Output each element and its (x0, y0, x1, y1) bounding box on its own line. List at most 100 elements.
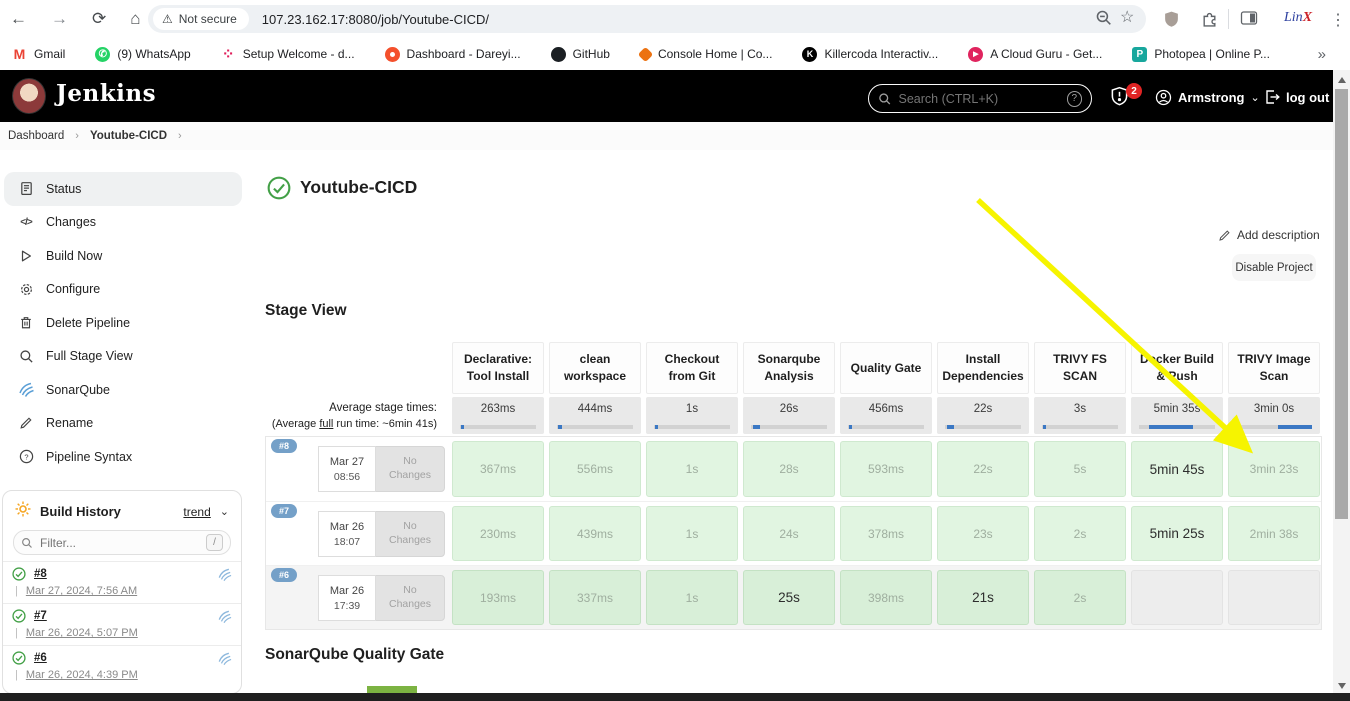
sonarqube-build-icon[interactable] (217, 652, 232, 671)
stage-cell[interactable]: 556ms (549, 441, 641, 497)
bookmark-star-icon[interactable]: ☆ (1120, 9, 1135, 26)
add-description-button[interactable]: Add description (1218, 228, 1320, 242)
stage-cell-empty (1228, 570, 1320, 625)
side-panel-icon[interactable] (1240, 10, 1258, 31)
build-link[interactable]: #7 (34, 610, 47, 622)
stage-cell[interactable]: 193ms (452, 570, 544, 625)
breadcrumb-job[interactable]: Youtube-CICD (89, 130, 168, 142)
build-date-link[interactable]: Mar 26, 2024, 5:07 PM (25, 627, 138, 639)
filter-input[interactable] (40, 535, 199, 550)
stage-cell[interactable]: 3min 23s (1228, 441, 1320, 497)
no-changes-box: No Changes (375, 575, 445, 621)
sidebar-item-changes[interactable]: </> Changes (4, 206, 242, 240)
build-link[interactable]: #8 (34, 568, 47, 580)
stage-cell[interactable]: 439ms (549, 506, 641, 561)
quality-gate-green-bar (367, 686, 417, 695)
search-help-icon[interactable]: ? (1066, 90, 1082, 107)
bookmark-dashboard[interactable]: Dashboard - Dareyi... (384, 46, 521, 62)
scrollbar-up-arrow[interactable] (1338, 77, 1346, 83)
stage-cell[interactable]: 21s (937, 570, 1029, 625)
scrollbar-thumb[interactable] (1335, 89, 1348, 519)
stage-cell[interactable]: 5min 45s (1131, 441, 1223, 497)
shield-extension-icon[interactable] (1163, 10, 1180, 33)
user-icon (1155, 89, 1172, 106)
build-filter[interactable]: / (13, 530, 231, 555)
build-date-link[interactable]: Mar 26, 2024, 4:39 PM (25, 669, 138, 681)
build-number-badge[interactable]: #8 (271, 439, 298, 453)
stage-cell[interactable]: 25s (743, 570, 835, 625)
bookmark-slack[interactable]: ⁘ Setup Welcome - d... (221, 46, 355, 63)
stage-cell[interactable]: 2s (1034, 506, 1126, 561)
back-icon[interactable]: ← (10, 9, 27, 28)
build-date-box[interactable]: Mar 27 08:56 (318, 446, 376, 492)
address-bar[interactable]: ⚠ Not secure 107.23.162.17:8080/job/Yout… (148, 5, 1146, 33)
build-number-badge[interactable]: #7 (271, 504, 298, 518)
stage-cell[interactable]: 2s (1034, 570, 1126, 625)
stage-cell[interactable]: 22s (937, 441, 1029, 497)
trend-link[interactable]: trend (183, 504, 211, 519)
reload-icon[interactable]: ⟳ (92, 9, 107, 28)
logout-icon (1266, 90, 1280, 104)
stage-cell[interactable]: 1s (646, 441, 738, 497)
jenkins-search[interactable]: ? (868, 84, 1092, 113)
stage-cell[interactable]: 23s (937, 506, 1029, 561)
build-date-box[interactable]: Mar 26 18:07 (318, 511, 376, 557)
disable-project-button[interactable]: Disable Project (1232, 254, 1316, 281)
sonarqube-quality-gate-heading: SonarQube Quality Gate (265, 646, 445, 663)
bookmark-photopea[interactable]: P Photopea | Online P... (1132, 46, 1270, 62)
bookmark-gmail[interactable]: M Gmail (13, 46, 66, 62)
breadcrumb-dashboard[interactable]: Dashboard (8, 130, 65, 142)
security-warnings-icon[interactable] (1110, 86, 1129, 111)
jenkins-logo[interactable] (12, 78, 46, 114)
bookmark-killercoda[interactable]: K Killercoda Interactiv... (802, 46, 938, 62)
warning-count-badge[interactable]: 2 (1126, 83, 1142, 99)
stage-cell[interactable]: 398ms (840, 570, 932, 625)
home-icon[interactable]: ⌂ (130, 9, 141, 28)
bookmark-acloudguru[interactable]: ▶ A Cloud Guru - Get... (968, 46, 1102, 62)
forward-icon[interactable]: → (51, 9, 68, 28)
stage-cell[interactable]: 5min 25s (1131, 506, 1223, 561)
stage-cell[interactable]: 2min 38s (1228, 506, 1320, 561)
sidebar-item-configure[interactable]: Configure (4, 273, 242, 307)
stage-cell[interactable]: 1s (646, 506, 738, 561)
sonarqube-icon (18, 382, 34, 398)
stage-cell[interactable]: 28s (743, 441, 835, 497)
stage-cell[interactable]: 5s (1034, 441, 1126, 497)
trend-chevron-icon[interactable]: ⌄ (219, 506, 229, 518)
sonarqube-build-icon[interactable] (217, 610, 232, 629)
extensions-puzzle-icon[interactable] (1201, 10, 1218, 32)
sidebar-item-sonarqube[interactable]: SonarQube (4, 373, 242, 407)
zoom-out-icon[interactable] (1095, 9, 1113, 32)
linux-logo[interactable]: LinX (1284, 10, 1313, 25)
bookmark-whatsapp[interactable]: ✆ (9) WhatsApp (95, 46, 191, 62)
search-input[interactable] (898, 91, 1060, 106)
scrollbar-down-arrow[interactable] (1338, 683, 1346, 689)
build-link[interactable]: #6 (34, 652, 47, 664)
sidebar-item-status[interactable]: Status (4, 172, 242, 206)
logout-button[interactable]: log out (1264, 89, 1329, 105)
build-number-badge[interactable]: #6 (271, 568, 298, 582)
stage-cell[interactable]: 24s (743, 506, 835, 561)
sidebar-item-full-stage-view[interactable]: Full Stage View (4, 340, 242, 374)
browser-menu-icon[interactable]: ⋮ (1330, 12, 1346, 29)
stage-cell[interactable]: 367ms (452, 441, 544, 497)
sidebar-item-delete-pipeline[interactable]: Delete Pipeline (4, 306, 242, 340)
sidebar-item-rename[interactable]: Rename (4, 407, 242, 441)
sonarqube-build-icon[interactable] (217, 568, 232, 587)
sidebar-item-build-now[interactable]: Build Now (4, 239, 242, 273)
stage-cell[interactable]: 1s (646, 570, 738, 625)
user-menu[interactable]: Armstrong ⌄ (1155, 89, 1260, 106)
bookmarks-overflow-icon[interactable]: » (1317, 45, 1326, 63)
jenkins-brand[interactable]: Jenkins (56, 80, 157, 107)
bookmark-github[interactable]: GitHub (550, 46, 610, 62)
stage-cell[interactable]: 593ms (840, 441, 932, 497)
stage-cell[interactable]: 337ms (549, 570, 641, 625)
sidebar-item-pipeline-syntax[interactable]: ? Pipeline Syntax (4, 440, 242, 474)
build-date-box[interactable]: Mar 26 17:39 (318, 575, 376, 621)
build-date-link[interactable]: Mar 27, 2024, 7:56 AM (25, 585, 138, 597)
stage-cell[interactable]: 230ms (452, 506, 544, 561)
stage-cell[interactable]: 378ms (840, 506, 932, 561)
stage-view-heading: Stage View (265, 302, 347, 319)
bookmark-aws-console[interactable]: Console Home | Co... (637, 46, 772, 62)
security-chip[interactable]: ⚠ Not secure (153, 8, 249, 30)
